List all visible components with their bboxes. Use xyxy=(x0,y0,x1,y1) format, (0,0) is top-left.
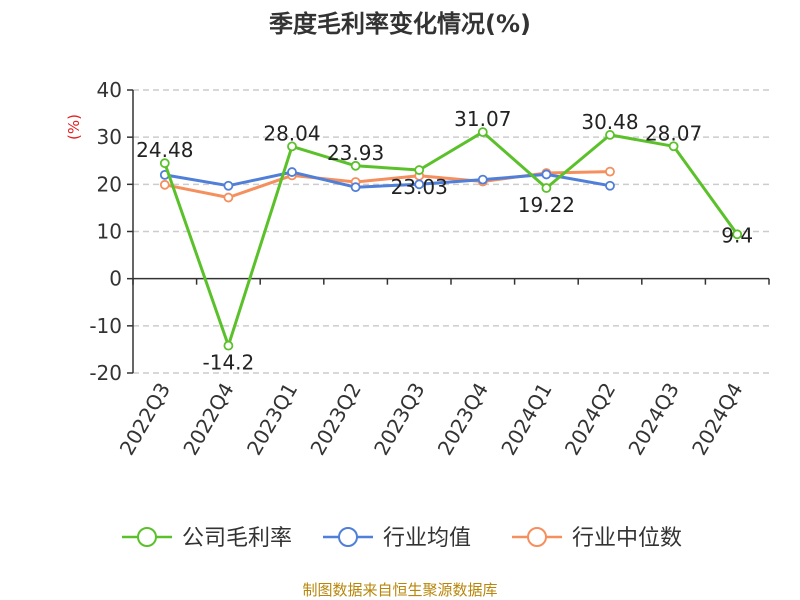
source-note: 制图数据来自恒生聚源数据库 xyxy=(302,581,497,599)
data-point xyxy=(605,130,615,140)
data-point xyxy=(668,141,679,152)
data-label: 31.07 xyxy=(454,107,511,131)
x-tick-label: 2024Q4 xyxy=(687,379,747,460)
y-tick-label: 40 xyxy=(97,78,122,102)
y-tick-label: 30 xyxy=(97,125,122,149)
data-point xyxy=(223,180,234,191)
legend: 公司毛利率 行业均值 行业中位数 xyxy=(122,526,682,551)
x-tick-label: 2023Q1 xyxy=(242,379,302,460)
data-labels: 24.48 -14.2 28.04 23.93 23.03 31.07 19.22 30.48… xyxy=(136,107,753,375)
chart-title: 季度毛利率变化情况(%) xyxy=(269,10,531,38)
data-label: 28.07 xyxy=(645,121,702,145)
data-label: 30.48 xyxy=(581,110,638,134)
data-point xyxy=(350,160,361,171)
x-tick-label: 2024Q1 xyxy=(496,379,556,460)
data-point xyxy=(477,127,488,138)
data-label: 28.04 xyxy=(263,121,320,145)
y-tick-label: -10 xyxy=(89,314,122,338)
grid-lines xyxy=(133,89,769,374)
y-tick-label: 20 xyxy=(97,172,122,196)
data-point xyxy=(477,174,488,185)
data-label: 23.93 xyxy=(327,141,384,165)
legend-label: 行业均值 xyxy=(383,526,471,551)
legend-marker xyxy=(527,527,547,547)
legend-marker xyxy=(338,527,358,547)
data-point xyxy=(159,158,170,169)
legend-label: 行业中位数 xyxy=(572,526,682,551)
series-layer xyxy=(159,127,743,351)
data-point xyxy=(287,141,297,152)
data-point xyxy=(223,340,234,351)
x-tick-label: 2024Q3 xyxy=(623,379,683,460)
data-point xyxy=(605,180,615,191)
x-tick-label: 2023Q3 xyxy=(369,379,429,460)
data-point xyxy=(541,169,552,180)
data-label: 9.4 xyxy=(721,223,753,247)
data-label: 19.22 xyxy=(518,193,575,217)
data-point xyxy=(605,166,615,177)
x-tick-label: 2022Q3 xyxy=(115,379,175,460)
y-tick-label: 10 xyxy=(97,220,122,244)
data-point xyxy=(541,183,552,193)
y-axis-label: (%) xyxy=(65,114,83,140)
data-label: 24.48 xyxy=(136,138,193,162)
x-tick-label: 2023Q2 xyxy=(305,379,365,460)
legend-label: 公司毛利率 xyxy=(182,526,292,551)
data-point xyxy=(350,182,361,193)
data-point xyxy=(159,179,170,190)
series-line-0 xyxy=(163,130,739,348)
x-tick-label: 2023Q4 xyxy=(433,379,493,460)
data-point xyxy=(414,179,425,190)
data-label: 23.03 xyxy=(391,175,448,199)
x-tick-label: 2022Q4 xyxy=(178,379,238,460)
data-point xyxy=(223,192,234,203)
data-label: -14.2 xyxy=(203,351,255,375)
x-tick-label: 2024Q2 xyxy=(560,379,620,460)
y-tick-label: -20 xyxy=(89,361,122,385)
data-point xyxy=(732,229,743,240)
series-line-1 xyxy=(164,170,611,189)
data-point xyxy=(414,165,425,175)
data-point xyxy=(287,167,297,177)
legend-marker xyxy=(137,527,157,547)
y-tick-label: 0 xyxy=(109,267,122,291)
